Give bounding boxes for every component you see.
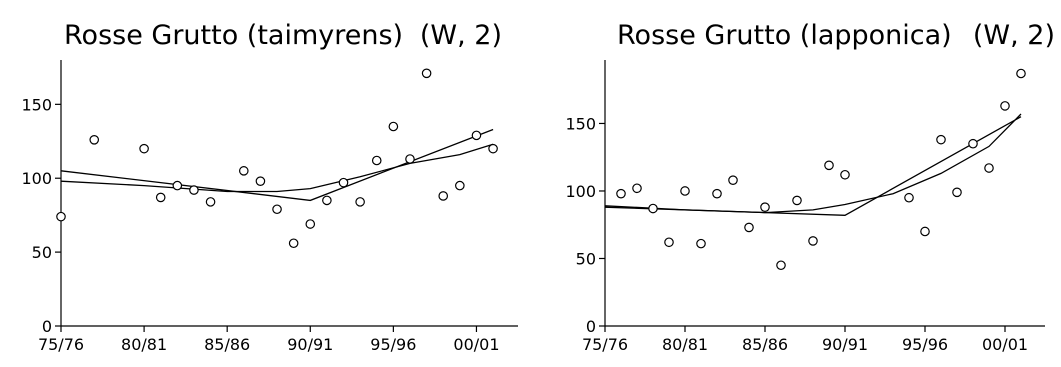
y-tick-label: 100	[565, 182, 596, 201]
data-point	[239, 166, 249, 176]
x-tick-label: 00/01	[453, 335, 499, 354]
trend-line-smooth	[604, 113, 1022, 214]
x-tick-label: 95/96	[902, 335, 948, 354]
chart-panel-taimyrens: Rosse Grutto (taimyrens) (W, 2) 0 50 100 15…	[21, 20, 518, 354]
x-tick-label: 80/81	[662, 335, 708, 354]
y-tick-label: 0	[586, 317, 596, 336]
data-point	[438, 191, 449, 201]
data-point	[840, 169, 850, 180]
data-point	[471, 130, 482, 141]
x-tick-label: 75/76	[582, 335, 628, 354]
data-point	[89, 135, 100, 145]
chart-panel-lapponica: Rosse Grutto (lapponica) (W, 2) 0 50 100 15…	[565, 20, 1055, 354]
data-point	[776, 260, 786, 271]
y-tick-label: 150	[565, 114, 596, 133]
data-point	[616, 188, 626, 199]
data-point	[172, 180, 183, 191]
data-point	[56, 211, 66, 222]
x-tick-label: 85/86	[742, 335, 788, 354]
data-point	[792, 195, 802, 206]
data-point	[1016, 68, 1026, 79]
y-tick-label: 50	[32, 243, 52, 262]
data-point	[155, 192, 166, 203]
chart-title: Rosse Grutto (lapponica)	[617, 20, 952, 51]
data-point	[488, 143, 498, 154]
data-point	[405, 154, 415, 164]
data-point	[968, 138, 978, 149]
trend-line-piecewise	[604, 116, 1022, 216]
x-tick-label: 80/81	[121, 335, 167, 354]
chart-title-suffix: (W, 2)	[973, 20, 1055, 51]
data-point	[355, 197, 365, 207]
data-point	[388, 121, 399, 132]
data-point	[455, 180, 465, 191]
data-point	[421, 68, 432, 79]
chart-title: Rosse Grutto (taimyrens)	[64, 20, 403, 51]
data-point	[139, 143, 149, 154]
data-point	[305, 219, 316, 229]
data-point	[728, 175, 738, 185]
data-point	[648, 203, 658, 214]
chart-title-suffix: (W, 2)	[420, 20, 502, 51]
data-point	[920, 226, 930, 237]
x-tick-label: 00/01	[982, 335, 1028, 354]
data-point	[272, 204, 282, 215]
y-tick-label: 150	[21, 95, 52, 114]
data-point	[288, 238, 299, 249]
data-point	[632, 183, 642, 194]
data-point	[984, 163, 994, 173]
x-tick-label: 75/76	[38, 335, 84, 354]
data-point	[1000, 101, 1010, 111]
data-point	[760, 202, 770, 212]
x-tick-label: 90/91	[287, 335, 333, 354]
data-point	[696, 238, 706, 249]
data-point	[680, 186, 690, 196]
data-point	[936, 134, 946, 145]
data-point	[664, 237, 674, 248]
data-point	[338, 177, 349, 188]
data-point	[322, 195, 332, 206]
trend-line-piecewise	[60, 128, 494, 202]
data-point	[744, 222, 754, 233]
y-tick-label: 0	[42, 317, 52, 336]
x-tick-label: 85/86	[204, 335, 250, 354]
data-point	[824, 160, 834, 171]
y-tick-label: 50	[576, 249, 596, 268]
data-point	[808, 236, 818, 246]
x-tick-label: 90/91	[822, 335, 868, 354]
data-point	[189, 185, 199, 195]
data-point	[952, 187, 962, 198]
data-point	[255, 176, 266, 186]
x-tick-label: 95/96	[370, 335, 416, 354]
data-point	[205, 197, 216, 207]
data-point	[904, 192, 914, 203]
trend-line-smooth	[60, 143, 494, 193]
y-tick-label: 100	[21, 169, 52, 188]
data-point	[712, 188, 722, 199]
data-point	[371, 155, 382, 166]
